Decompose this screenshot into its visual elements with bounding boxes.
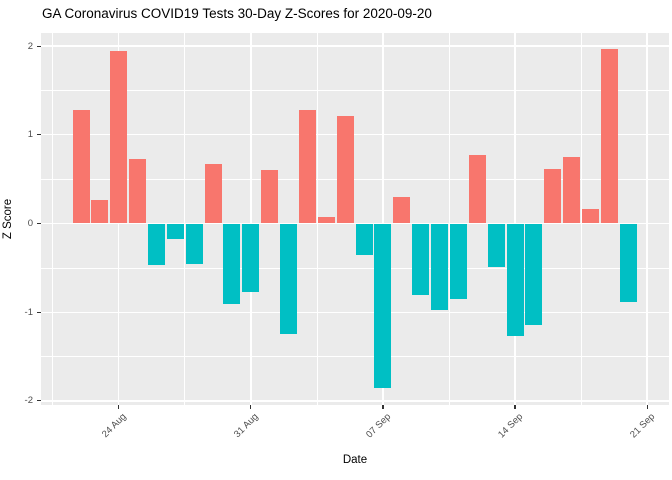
x-minor-gridline [448, 33, 450, 405]
x-tick-mark [118, 405, 120, 409]
y-tick-mark [37, 45, 41, 47]
bar [393, 196, 411, 224]
bar [468, 155, 486, 224]
bar [412, 223, 430, 296]
bar [317, 217, 335, 224]
y-tick-mark [37, 311, 41, 313]
x-minor-gridline [316, 33, 318, 405]
bar [544, 168, 562, 224]
y-tick-label: 1 [27, 129, 33, 141]
y-minor-gridline [41, 90, 669, 91]
y-minor-gridline [41, 178, 669, 180]
x-major-gridline [250, 33, 252, 405]
bar [600, 48, 618, 224]
bar [129, 158, 147, 224]
bar [336, 116, 354, 224]
x-axis-title: Date [342, 454, 368, 466]
y-tick-label: -2 [24, 395, 33, 407]
y-tick-mark [37, 134, 41, 136]
bar [280, 223, 298, 335]
x-tick-mark [250, 405, 252, 409]
bar [298, 109, 316, 224]
bar [185, 223, 203, 265]
bar [563, 156, 581, 224]
bar [506, 223, 524, 337]
y-major-gridline [41, 134, 669, 136]
bar [431, 223, 449, 311]
bar [619, 223, 637, 302]
x-tick-mark [382, 405, 384, 409]
bar [581, 209, 599, 224]
bar [242, 223, 260, 292]
y-tick-label: 2 [27, 40, 33, 52]
x-tick-label: 14 Sep [496, 411, 526, 441]
x-tick-label: 24 Aug [100, 411, 129, 440]
y-major-gridline [41, 45, 669, 47]
bar [374, 223, 392, 389]
x-tick-mark [646, 405, 648, 409]
y-tick-mark [37, 222, 41, 225]
bar [72, 109, 90, 224]
plot-panel [41, 33, 669, 405]
x-minor-gridline [580, 33, 582, 405]
x-tick-label: 31 Aug [232, 411, 261, 440]
bar [449, 223, 467, 299]
y-tick-mark [37, 400, 41, 402]
bar [355, 223, 373, 255]
y-major-gridline [41, 222, 669, 225]
x-major-gridline [514, 33, 516, 405]
chart-title: GA Coronavirus COVID19 Tests 30-Day Z-Sc… [42, 6, 432, 21]
bar [91, 199, 109, 224]
y-minor-gridline [41, 267, 669, 269]
y-tick-label: -1 [24, 306, 33, 318]
x-minor-gridline [52, 33, 54, 405]
y-major-gridline [41, 311, 669, 313]
bar [525, 223, 543, 325]
x-tick-mark [514, 405, 516, 409]
y-tick-label: 0 [27, 218, 33, 229]
y-minor-gridline [41, 356, 669, 357]
bar [147, 223, 165, 266]
x-major-gridline [382, 33, 384, 405]
x-tick-label: 21 Sep [628, 411, 658, 441]
bar [487, 223, 505, 267]
bar [204, 164, 222, 224]
x-minor-gridline [184, 33, 186, 405]
x-tick-label: 07 Sep [363, 411, 393, 441]
bar [223, 223, 241, 305]
bar [166, 223, 184, 240]
bar [110, 50, 128, 224]
y-major-gridline [41, 400, 669, 402]
bar [261, 170, 279, 224]
x-major-gridline [646, 33, 648, 405]
